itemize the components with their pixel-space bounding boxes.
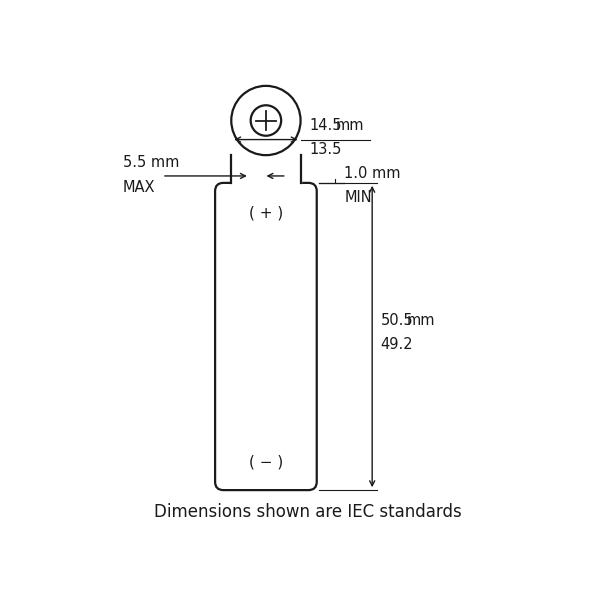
FancyBboxPatch shape xyxy=(250,169,282,183)
Text: 1.0 mm: 1.0 mm xyxy=(344,166,401,181)
Circle shape xyxy=(231,86,301,155)
Text: mm: mm xyxy=(407,313,436,328)
Text: 50.5: 50.5 xyxy=(380,313,413,328)
Text: 14.5: 14.5 xyxy=(310,118,343,133)
Text: 49.2: 49.2 xyxy=(380,337,413,352)
Text: ( − ): ( − ) xyxy=(249,455,283,470)
FancyBboxPatch shape xyxy=(215,183,317,490)
Text: mm: mm xyxy=(335,118,364,133)
Text: ( + ): ( + ) xyxy=(249,205,283,220)
Text: MAX: MAX xyxy=(123,179,155,194)
Text: Dimensions shown are IEC standards: Dimensions shown are IEC standards xyxy=(154,503,461,521)
Text: 5.5 mm: 5.5 mm xyxy=(123,155,179,170)
Text: MIN: MIN xyxy=(344,190,372,205)
Text: 13.5: 13.5 xyxy=(310,142,342,157)
